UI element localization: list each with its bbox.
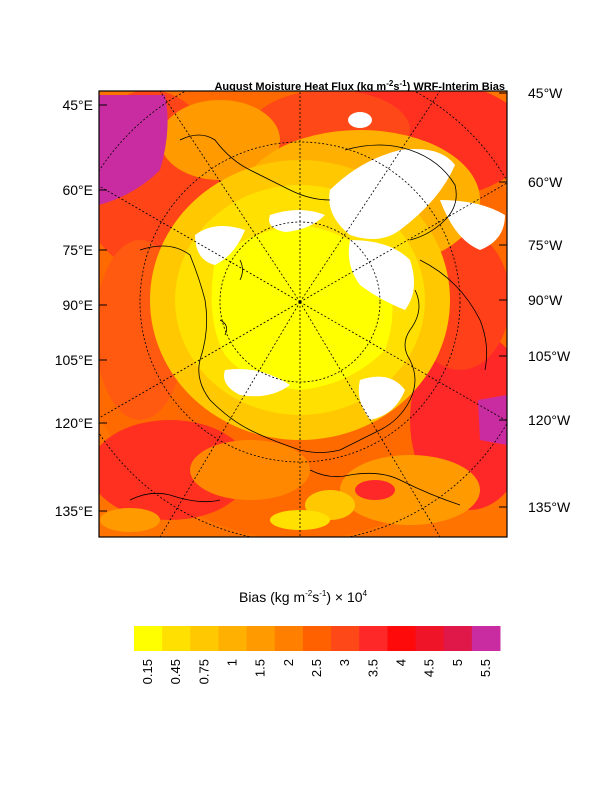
right-label: 105°W xyxy=(528,348,571,364)
colorbar-swatch xyxy=(443,626,473,651)
colorbar-tick-label: 5.5 xyxy=(478,659,493,677)
colorbar-swatch xyxy=(134,626,163,651)
graticule xyxy=(99,91,507,537)
colorbar-tick-label: 0.15 xyxy=(140,659,155,684)
left-axis: 45°E 60°E 75°E 90°E 105°E 120°E 135°E xyxy=(55,97,107,519)
left-label: 90°E xyxy=(62,297,93,313)
left-label: 60°E xyxy=(62,182,93,198)
left-label: 105°E xyxy=(55,352,93,368)
right-label: 135°W xyxy=(528,499,571,515)
right-label: 45°W xyxy=(528,85,563,101)
colorbar-swatch xyxy=(218,626,248,651)
colorbar-tick-label: 3.5 xyxy=(365,659,380,677)
map-panel xyxy=(99,91,507,537)
colorbar-swatch xyxy=(331,626,360,651)
colorbar-swatch xyxy=(359,626,388,651)
right-label: 60°W xyxy=(528,174,563,190)
colorbar-tick-label: 2.5 xyxy=(309,659,324,677)
left-label: 75°E xyxy=(62,242,93,258)
colorbar-tick-label: 0.75 xyxy=(196,659,211,684)
right-label: 120°W xyxy=(528,412,571,428)
right-label: 90°W xyxy=(528,292,563,308)
colorbar-swatch xyxy=(387,626,417,651)
colorbar-tick-label: 1.5 xyxy=(253,659,268,677)
colorbar-tick-label: 2 xyxy=(281,659,296,666)
colorbar-title: Bias (kg m-2s-1) × 104 xyxy=(239,589,368,605)
left-label: 45°E xyxy=(62,97,93,113)
colorbar-swatch xyxy=(302,626,332,651)
colorbar-swatch xyxy=(471,626,501,651)
colorbar-tick-label: 5 xyxy=(450,659,465,666)
map-title: August Moisture Heat Flux (kg m-2s-1) WR… xyxy=(214,79,505,93)
colorbar-tick-label: 4 xyxy=(393,659,408,666)
colorbar-tick-label: 4.5 xyxy=(422,659,437,677)
colorbar-swatch xyxy=(274,626,304,651)
colorbar-tick-label: 3 xyxy=(337,659,352,666)
left-label: 135°E xyxy=(55,503,93,519)
right-axis: 45°W 60°W 75°W 90°W 105°W 120°W 135°W xyxy=(499,85,571,515)
field-shading xyxy=(99,91,507,537)
map-frame xyxy=(98,90,508,538)
colorbar: 0.15 0.45 0.75 1 1.5 2 2.5 3 3.5 4 4.5 5 5.5 xyxy=(134,626,501,684)
colorbar-swatch xyxy=(162,626,191,651)
left-label: 120°E xyxy=(55,415,93,431)
right-label: 75°W xyxy=(528,237,563,253)
colorbar-swatch xyxy=(190,626,219,651)
colorbar-tick-label: 0.45 xyxy=(168,659,183,684)
colorbar-tick-label: 1 xyxy=(225,659,240,666)
colorbar-swatch xyxy=(246,626,276,651)
colorbar-swatch xyxy=(415,626,445,651)
